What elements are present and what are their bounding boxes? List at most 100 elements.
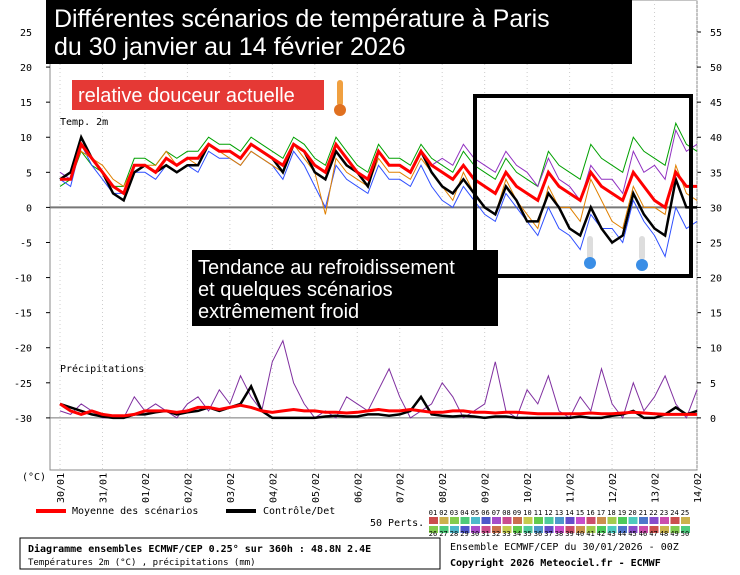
perturbation-label: 20: [628, 509, 636, 517]
highlight-box: [473, 94, 693, 278]
y-tick-label: 0: [26, 203, 32, 214]
x-tick-label: 07/02: [396, 473, 407, 503]
y-tick-label: 5: [26, 168, 32, 179]
perts-label: 50 Perts.: [370, 518, 424, 529]
y-tick-label: -15: [14, 309, 32, 320]
perturbation-label: 13: [555, 509, 563, 517]
perturbation-swatch: [534, 517, 543, 524]
perturbation-label: 10: [523, 509, 531, 517]
perturbation-label: 45: [628, 530, 636, 538]
perturbation-swatch: [681, 526, 690, 533]
perturbation-swatch: [555, 517, 564, 524]
title-box: [46, 0, 632, 64]
y2-tick-label: 35: [710, 168, 722, 179]
y-tick-label: 15: [20, 98, 32, 109]
perturbation-swatch: [639, 526, 648, 533]
x-tick-label: 01/02: [141, 473, 152, 503]
footer: Ensemble ECMWF/CEP du 30/01/2026 - 00Z: [450, 542, 679, 553]
perturbation-swatch: [618, 526, 627, 533]
perturbation-swatch: [639, 517, 648, 524]
perturbation-label: 02: [439, 509, 447, 517]
y2-tick-label: 10: [710, 344, 722, 355]
perturbation-swatch: [628, 526, 638, 533]
footer: Diagramme ensembles ECMWF/CEP 0.25° sur …: [28, 543, 371, 555]
plot-frame: [49, 0, 698, 471]
perturbation-label: 04: [460, 509, 468, 517]
perturbation-label: 22: [649, 509, 657, 517]
perturbation-swatch: [481, 526, 491, 533]
y-tick-label: -10: [14, 274, 32, 285]
perturbation-swatch: [576, 526, 585, 533]
x-tick-label: 10/02: [523, 473, 534, 503]
perturbation-label: 27: [439, 530, 447, 538]
perturbation-label: 11: [534, 509, 542, 517]
y-tick-label: -20: [14, 344, 32, 355]
perturbation-label: 37: [544, 530, 552, 538]
x-tick-label: 06/02: [353, 473, 364, 503]
perturbation-label: 35: [523, 530, 531, 538]
y-tick-label: 20: [20, 63, 32, 74]
perturbation-label: 44: [618, 530, 626, 538]
perturbation-label: 47: [649, 530, 657, 538]
perturbation-label: 16: [586, 509, 594, 517]
perturbation-label: 08: [502, 509, 510, 517]
y-tick-label: -5: [20, 238, 32, 249]
perturbation-swatch: [597, 517, 606, 524]
x-tick-label: 09/02: [481, 473, 492, 503]
y2-tick-label: 5: [710, 379, 716, 390]
perturbation-label: 30: [471, 530, 479, 538]
perturbation-label: 18: [607, 509, 615, 517]
thermometer-icon: [334, 80, 346, 116]
x-tick-label: 11/02: [566, 473, 577, 503]
perturbation-label: 34: [513, 530, 521, 538]
perturbation-label: 19: [618, 509, 626, 517]
y2-tick-label: 50: [710, 63, 722, 74]
perturbation-swatch: [649, 526, 659, 533]
unit-label: (°C): [22, 472, 46, 483]
perturbation-swatch: [597, 526, 606, 533]
perturbation-swatch: [544, 517, 554, 524]
perturbation-swatch: [460, 517, 470, 524]
y2-tick-label: 40: [710, 133, 722, 144]
x-tick-label: 05/02: [311, 473, 322, 503]
perturbation-label: 32: [492, 530, 500, 538]
perturbation-label: 28: [450, 530, 458, 538]
thermometer-icon: [584, 236, 596, 269]
perturbation-label: 33: [502, 530, 510, 538]
perturbation-label: 14: [565, 509, 573, 517]
perturbation-label: 43: [607, 530, 615, 538]
annotation: Tendance au refroidissement: [198, 257, 455, 279]
perturbation-label: 05: [471, 509, 479, 517]
x-tick-label: 14/02: [693, 473, 704, 503]
perturbation-swatch: [513, 526, 522, 533]
series-line: [60, 141, 697, 210]
perturbation-label: 23: [660, 509, 668, 517]
title: du 30 janvier au 14 février 2026: [54, 33, 406, 61]
perturbation-label: 03: [450, 509, 458, 517]
perturbation-label: 26: [429, 530, 437, 538]
perturbation-swatch: [576, 517, 585, 524]
y2-tick-label: 25: [710, 238, 722, 249]
perturbation-label: 07: [492, 509, 500, 517]
perturbation-swatch: [481, 517, 491, 524]
perturbation-label: 39: [565, 530, 573, 538]
x-tick-label: 12/02: [608, 473, 619, 503]
perturbation-swatch: [586, 517, 596, 524]
y2-tick-label: 55: [710, 28, 722, 39]
series-line: [59, 143, 698, 230]
footer-box: [19, 537, 441, 570]
series-line: [59, 402, 697, 418]
perturbation-label: 40: [576, 530, 584, 538]
perturbation-swatch: [429, 517, 438, 524]
perturbation-swatch: [670, 526, 680, 533]
perturbation-label: 42: [597, 530, 605, 538]
annotation: extrêmement froid: [198, 301, 359, 323]
perturbation-swatch: [429, 526, 438, 533]
thermometer-icon: [636, 236, 648, 271]
perturbation-swatch: [607, 517, 617, 524]
perturbation-swatch: [618, 517, 627, 524]
perturbation-label: 49: [670, 530, 678, 538]
perturbation-label: 36: [534, 530, 542, 538]
perturbation-label: 06: [481, 509, 489, 517]
